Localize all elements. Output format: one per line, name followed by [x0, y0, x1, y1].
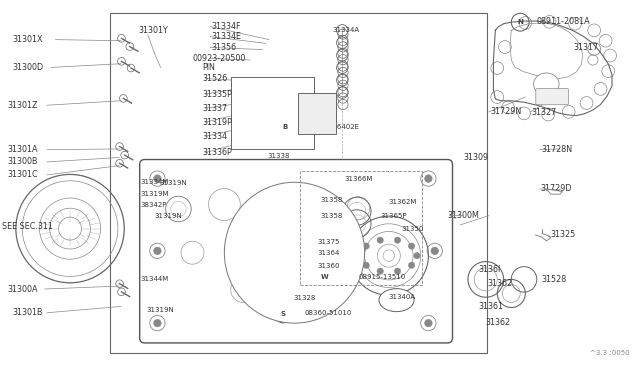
Text: 31301B: 31301B [13, 308, 43, 317]
Ellipse shape [534, 73, 559, 95]
Text: 08911-2081A: 08911-2081A [537, 17, 591, 26]
Text: 31528: 31528 [542, 275, 567, 284]
Text: 31301A: 31301A [8, 145, 38, 154]
Text: 31729D: 31729D [540, 185, 572, 193]
Circle shape [387, 305, 392, 310]
Text: 31334A: 31334A [333, 28, 360, 33]
Circle shape [154, 319, 161, 327]
Text: 31358: 31358 [320, 197, 342, 203]
Circle shape [154, 175, 161, 182]
Circle shape [387, 291, 392, 296]
Text: 31360: 31360 [317, 263, 340, 269]
Text: 31325: 31325 [551, 230, 576, 240]
Circle shape [363, 262, 369, 269]
Text: 31358: 31358 [320, 214, 342, 219]
FancyBboxPatch shape [536, 89, 568, 105]
Text: 31336P: 31336P [202, 148, 232, 157]
Text: 31300D: 31300D [13, 63, 44, 72]
Text: 31319P: 31319P [202, 118, 232, 127]
Text: 31327: 31327 [532, 108, 557, 117]
Text: S: S [280, 311, 285, 317]
FancyBboxPatch shape [140, 160, 452, 343]
Text: 31362M: 31362M [389, 199, 417, 205]
Text: 08360-51010: 08360-51010 [305, 310, 352, 316]
Text: 31300B: 31300B [8, 157, 38, 166]
Text: 31319N: 31319N [159, 180, 187, 186]
Text: 38342P: 38342P [140, 202, 166, 208]
Text: 31526: 31526 [202, 74, 227, 83]
Circle shape [377, 268, 383, 275]
Bar [300, 171, 422, 285]
Text: 31328: 31328 [293, 295, 316, 301]
Text: 31337: 31337 [202, 104, 227, 113]
Text: 3136l: 3136l [478, 265, 500, 274]
Text: SEE SEC.311: SEE SEC.311 [3, 222, 53, 231]
Text: 31344M: 31344M [140, 276, 168, 282]
Text: 31335P: 31335P [202, 90, 232, 99]
Ellipse shape [379, 289, 414, 312]
Circle shape [424, 319, 432, 327]
Bar [298, 93, 336, 134]
Text: PIN: PIN [202, 63, 215, 72]
Text: 31334M: 31334M [140, 179, 168, 185]
Text: 31338: 31338 [268, 153, 290, 159]
Text: 08120-6402E: 08120-6402E [312, 125, 359, 131]
Text: 31334E: 31334E [212, 32, 242, 41]
Text: 31364: 31364 [317, 250, 340, 256]
Circle shape [401, 291, 406, 296]
Text: 31300M: 31300M [447, 211, 479, 220]
Text: 31301X: 31301X [13, 35, 43, 44]
Text: 31334F: 31334F [212, 22, 241, 31]
Circle shape [424, 175, 432, 182]
Text: 31300A: 31300A [8, 285, 38, 294]
Bar [109, 13, 487, 353]
Circle shape [380, 298, 385, 303]
Text: N: N [517, 19, 523, 25]
Circle shape [413, 253, 420, 259]
Circle shape [377, 237, 383, 243]
Text: 08915-13510: 08915-13510 [358, 274, 406, 280]
Bar [231, 77, 314, 149]
Text: 31301C: 31301C [8, 170, 38, 179]
Text: 00923-20500: 00923-20500 [193, 54, 246, 63]
Text: 31362: 31362 [487, 279, 512, 288]
Circle shape [358, 253, 364, 259]
Text: 31301Y: 31301Y [138, 26, 168, 35]
Text: 31340A: 31340A [389, 294, 416, 300]
Text: 31366M: 31366M [344, 176, 372, 182]
Circle shape [408, 243, 415, 249]
Text: 31319N: 31319N [147, 307, 174, 313]
Text: 31356: 31356 [212, 43, 237, 52]
Text: 31729N: 31729N [491, 108, 522, 116]
Circle shape [394, 268, 401, 275]
Text: 31350: 31350 [402, 226, 424, 232]
Text: 31319N: 31319N [154, 214, 182, 219]
Text: 31301Z: 31301Z [8, 101, 38, 110]
Text: 31361: 31361 [478, 302, 503, 311]
Text: 31309: 31309 [463, 153, 488, 161]
Text: 31728N: 31728N [542, 145, 573, 154]
Circle shape [408, 298, 413, 303]
Circle shape [408, 262, 415, 269]
Circle shape [363, 243, 369, 249]
Circle shape [401, 305, 406, 310]
Text: ^3.3 :0050: ^3.3 :0050 [589, 350, 629, 356]
Circle shape [431, 247, 438, 255]
Text: 31375: 31375 [317, 239, 340, 245]
Text: 31317: 31317 [574, 42, 599, 51]
Circle shape [154, 247, 161, 255]
Text: 31365P: 31365P [381, 213, 407, 219]
Polygon shape [547, 189, 563, 194]
Text: 31362: 31362 [486, 318, 511, 327]
Text: B: B [282, 125, 287, 131]
Text: W: W [321, 274, 329, 280]
Circle shape [394, 237, 401, 243]
Ellipse shape [225, 182, 365, 323]
Text: 31319M: 31319M [140, 191, 169, 197]
Text: 31334: 31334 [202, 132, 227, 141]
